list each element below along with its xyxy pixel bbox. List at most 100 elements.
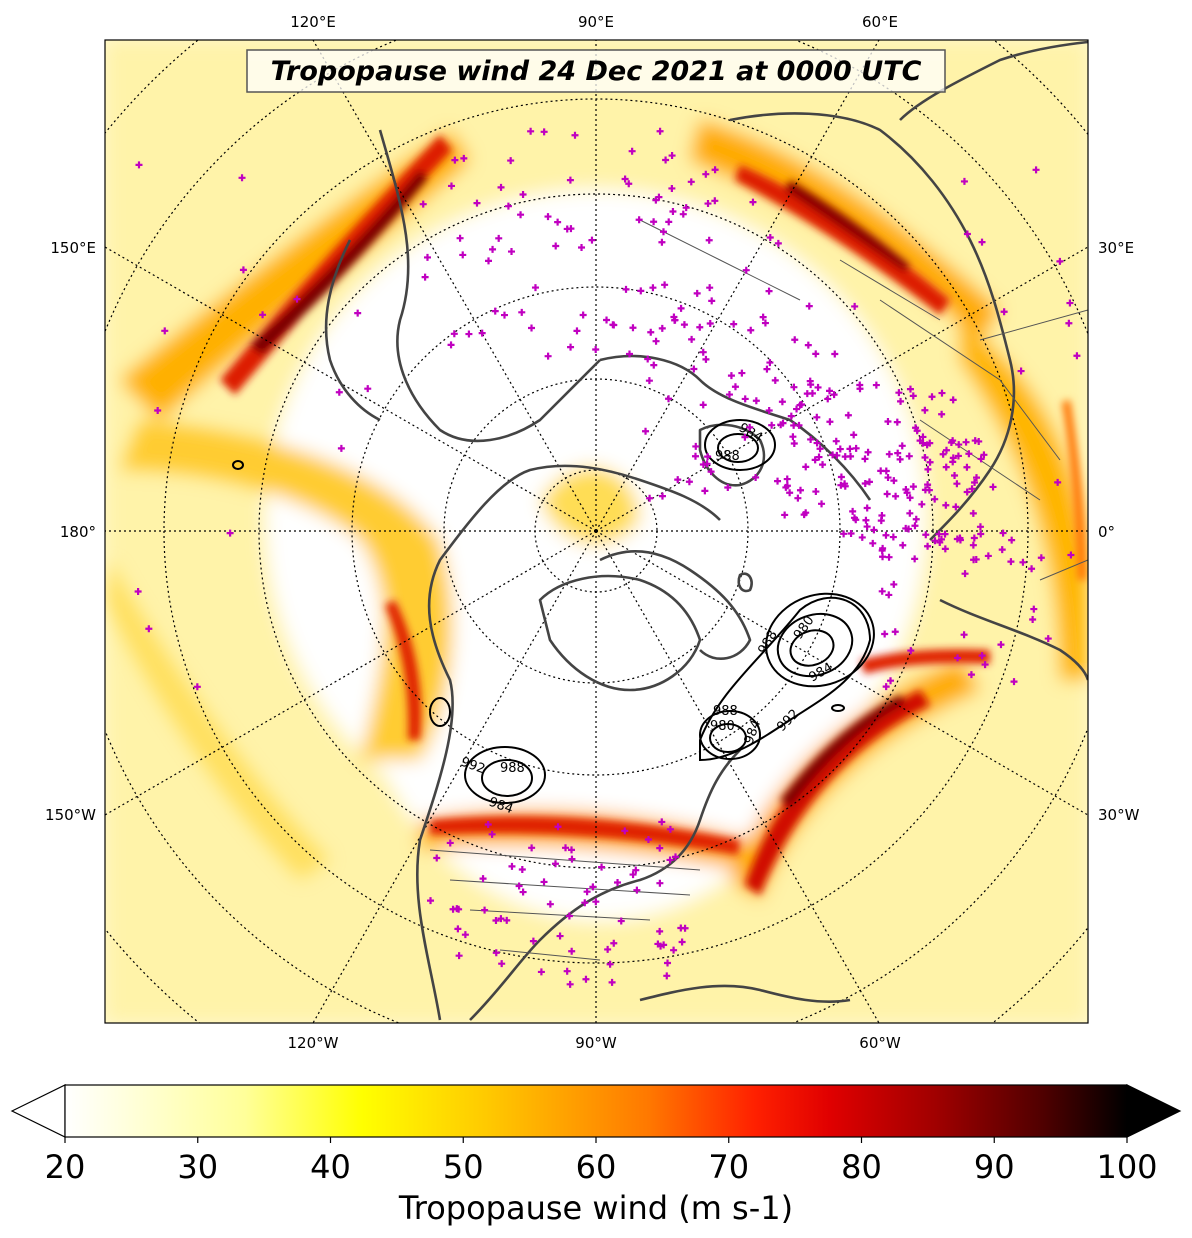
observation-marker — [680, 321, 688, 329]
observation-marker — [865, 478, 873, 486]
observation-marker — [830, 391, 838, 399]
observation-marker — [456, 234, 464, 242]
colorbar-tick-label: 90 — [974, 1148, 1015, 1186]
observation-marker — [999, 529, 1007, 537]
observation-marker — [637, 287, 645, 295]
observation-marker — [364, 385, 372, 393]
observation-marker — [978, 238, 986, 246]
observation-marker — [969, 509, 977, 517]
lon-label-right: 0° — [1098, 523, 1115, 541]
lon-label-top: 120°E — [290, 13, 336, 31]
observation-marker — [669, 208, 677, 216]
observation-marker — [488, 830, 496, 838]
observation-marker — [989, 483, 997, 491]
observation-marker — [949, 396, 957, 404]
observation-marker — [629, 871, 637, 879]
observation-marker — [1065, 319, 1073, 327]
observation-marker — [869, 539, 877, 547]
observation-marker — [864, 448, 872, 456]
observation-marker — [802, 463, 810, 471]
observation-marker — [421, 273, 429, 281]
observation-marker — [161, 327, 169, 335]
observation-marker — [765, 406, 773, 414]
observation-marker — [763, 365, 771, 373]
observation-marker — [1000, 308, 1008, 316]
observation-marker — [674, 476, 682, 484]
colorbar-label: Tropopause wind (m s-1) — [398, 1189, 793, 1227]
observation-marker — [1073, 352, 1081, 360]
colorbar-tick-label: 100 — [1096, 1148, 1157, 1186]
observation-marker — [965, 450, 973, 458]
observation-marker — [906, 509, 914, 517]
observation-marker — [765, 287, 773, 295]
observation-marker — [691, 452, 699, 460]
observation-marker — [645, 377, 653, 385]
observation-marker — [702, 355, 710, 363]
observation-marker — [650, 218, 658, 226]
observation-marker — [786, 489, 794, 497]
observation-marker — [984, 552, 992, 560]
observation-marker — [658, 818, 666, 826]
observation-marker — [1056, 257, 1064, 265]
observation-marker — [608, 978, 616, 986]
observation-marker — [672, 853, 679, 861]
observation-marker — [583, 888, 591, 896]
colorbar-tick-label: 60 — [576, 1148, 617, 1186]
observation-marker — [926, 458, 934, 466]
colorbar-tick-label: 70 — [708, 1148, 749, 1186]
observation-marker — [567, 343, 575, 351]
observation-marker — [702, 170, 710, 178]
observation-marker — [887, 677, 895, 685]
observation-marker — [774, 477, 782, 485]
observation-marker — [794, 494, 802, 502]
observation-marker — [938, 389, 946, 397]
observation-marker — [508, 862, 516, 870]
observation-marker — [939, 450, 947, 458]
observation-marker — [497, 183, 505, 191]
observation-marker — [544, 213, 552, 221]
observation-marker — [696, 323, 704, 331]
observation-marker — [881, 630, 889, 638]
observation-marker — [193, 683, 201, 691]
observation-marker — [879, 553, 887, 561]
observation-marker — [552, 242, 560, 250]
observation-marker — [850, 431, 858, 439]
observation-marker — [423, 253, 431, 261]
observation-marker — [635, 216, 643, 224]
contour-label: 980 — [710, 719, 735, 734]
observation-marker — [837, 481, 845, 489]
observation-marker — [491, 307, 499, 315]
observation-marker — [768, 421, 776, 429]
observation-marker — [566, 176, 574, 184]
observation-marker — [544, 352, 552, 360]
observation-marker — [882, 531, 890, 539]
observation-marker — [883, 490, 891, 498]
observation-marker — [818, 500, 826, 508]
observation-marker — [632, 866, 640, 874]
observation-marker — [239, 266, 247, 274]
observation-marker — [554, 218, 562, 226]
observation-marker — [1028, 565, 1036, 573]
observation-marker — [658, 238, 666, 246]
observation-marker — [894, 449, 902, 457]
observation-marker — [789, 433, 797, 441]
observation-marker — [790, 440, 798, 448]
observation-marker — [592, 898, 600, 906]
observation-marker — [806, 377, 814, 385]
observation-marker — [912, 515, 920, 523]
observation-marker — [546, 900, 554, 908]
colorbar-ticks: 20 30 40 50 60 70 80 90 100 — [45, 1137, 1158, 1186]
observation-marker — [969, 541, 977, 549]
observation-marker — [573, 327, 581, 335]
observation-marker — [924, 542, 932, 550]
observation-marker — [909, 392, 917, 400]
observation-marker — [889, 533, 897, 541]
observation-marker — [1032, 166, 1040, 174]
observation-marker — [846, 445, 854, 453]
observation-marker — [610, 939, 618, 947]
observation-marker — [925, 486, 933, 494]
lon-label-bottom: 60°W — [859, 1034, 901, 1052]
observation-marker — [921, 406, 929, 414]
map-title-box: Tropopause wind 24 Dec 2021 at 0000 UTC — [246, 49, 946, 93]
